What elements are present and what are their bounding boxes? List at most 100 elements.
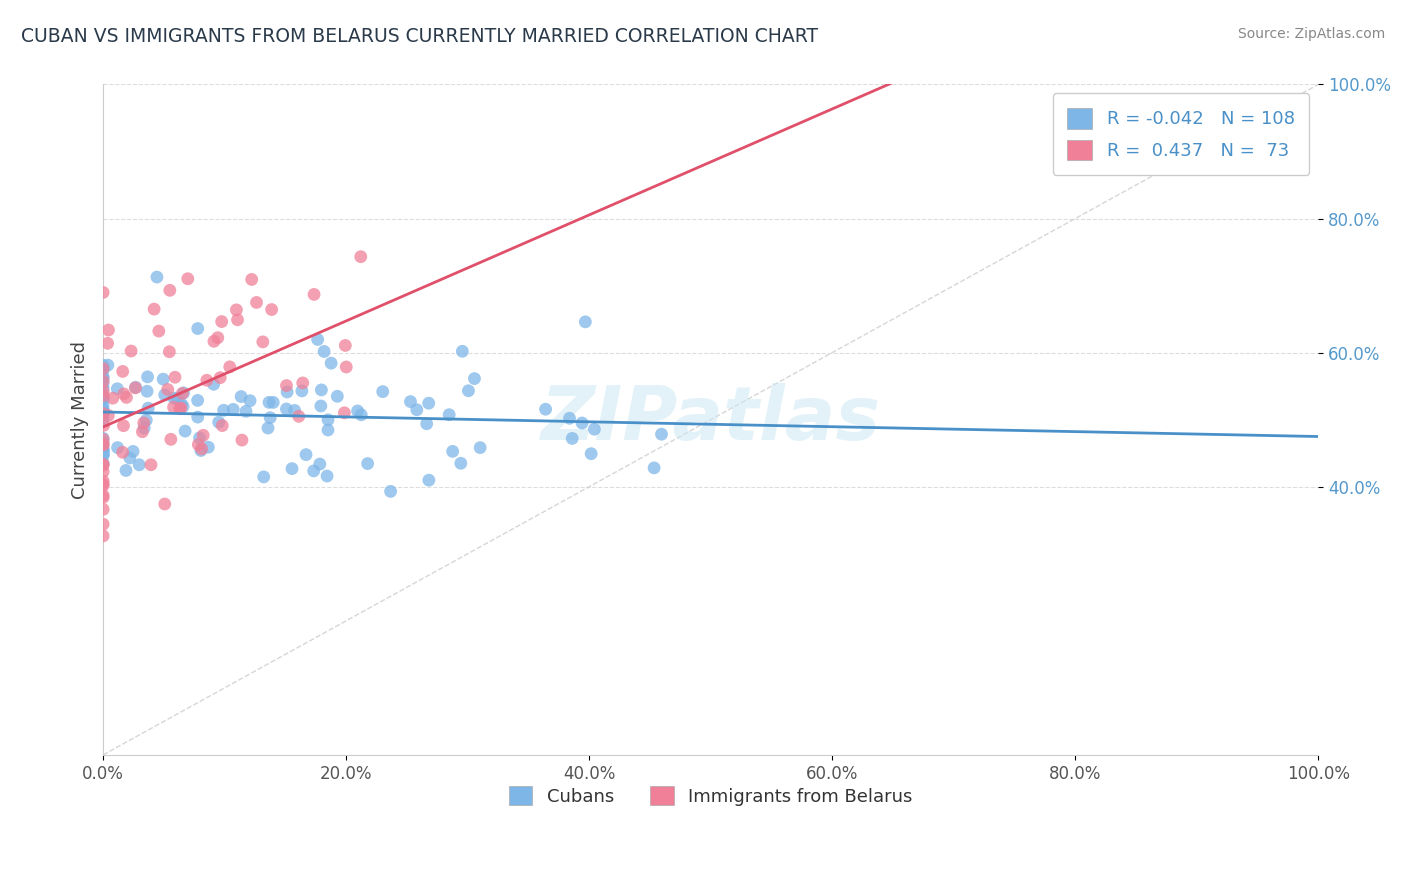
Point	[335, 359, 357, 374]
Point	[276, 384, 298, 399]
Point	[91, 363, 114, 377]
Point	[346, 404, 368, 418]
Point	[131, 425, 153, 439]
Point	[252, 334, 274, 349]
Point	[132, 416, 155, 430]
Point	[91, 448, 114, 462]
Point	[259, 410, 281, 425]
Point	[405, 402, 427, 417]
Point	[311, 383, 333, 397]
Point	[350, 408, 373, 422]
Point	[211, 418, 233, 433]
Point	[128, 458, 150, 472]
Point	[91, 404, 114, 418]
Point	[371, 384, 394, 399]
Point	[148, 324, 170, 338]
Point	[91, 443, 114, 458]
Point	[91, 389, 114, 403]
Point	[202, 334, 225, 349]
Point	[136, 401, 159, 416]
Point	[291, 384, 314, 398]
Point	[437, 408, 460, 422]
Point	[91, 529, 114, 543]
Point	[124, 380, 146, 394]
Point	[115, 463, 138, 477]
Point	[91, 488, 114, 502]
Point	[229, 390, 252, 404]
Point	[136, 384, 159, 399]
Point	[281, 461, 304, 475]
Point	[112, 418, 135, 433]
Point	[120, 344, 142, 359]
Point	[245, 295, 267, 310]
Text: Source: ZipAtlas.com: Source: ZipAtlas.com	[1237, 27, 1385, 41]
Point	[308, 457, 330, 471]
Point	[91, 477, 114, 491]
Point	[91, 359, 114, 373]
Point	[451, 344, 474, 359]
Point	[97, 336, 120, 351]
Point	[153, 388, 176, 402]
Point	[93, 418, 115, 433]
Point	[97, 409, 120, 423]
Point	[159, 283, 181, 297]
Point	[91, 474, 114, 488]
Point	[118, 450, 141, 465]
Point	[91, 456, 114, 470]
Point	[188, 431, 211, 445]
Point	[316, 413, 339, 427]
Y-axis label: Currently Married: Currently Married	[72, 341, 89, 499]
Point	[561, 431, 583, 445]
Point	[91, 444, 114, 458]
Point	[177, 272, 200, 286]
Point	[91, 491, 114, 505]
Point	[91, 398, 114, 412]
Point	[91, 457, 114, 471]
Point	[302, 464, 325, 478]
Point	[190, 443, 212, 458]
Point	[302, 287, 325, 301]
Point	[91, 392, 114, 407]
Point	[124, 381, 146, 395]
Text: ZIPatlas: ZIPatlas	[541, 384, 880, 456]
Point	[91, 389, 114, 403]
Point	[399, 394, 422, 409]
Point	[643, 461, 665, 475]
Point	[170, 397, 193, 411]
Point	[91, 407, 114, 421]
Point	[316, 423, 339, 437]
Point	[307, 333, 329, 347]
Point	[172, 400, 194, 414]
Point	[91, 431, 114, 445]
Point	[356, 457, 378, 471]
Point	[101, 391, 124, 405]
Point	[91, 517, 114, 532]
Point	[91, 285, 114, 300]
Point	[91, 403, 114, 417]
Point	[321, 356, 343, 370]
Point	[222, 402, 245, 417]
Point	[295, 448, 318, 462]
Point	[91, 435, 114, 450]
Point	[172, 386, 194, 401]
Point	[257, 421, 280, 435]
Point	[583, 422, 606, 436]
Point	[91, 408, 114, 422]
Point	[316, 469, 339, 483]
Point	[463, 371, 485, 385]
Point	[174, 424, 197, 438]
Point	[91, 371, 114, 385]
Point	[111, 364, 134, 378]
Point	[380, 484, 402, 499]
Point	[91, 433, 114, 447]
Point	[457, 384, 479, 398]
Point	[107, 441, 129, 455]
Point	[91, 502, 114, 516]
Point	[190, 442, 212, 456]
Point	[225, 302, 247, 317]
Point	[91, 369, 114, 384]
Point	[211, 315, 233, 329]
Point	[558, 411, 581, 425]
Point	[105, 382, 128, 396]
Point	[162, 400, 184, 414]
